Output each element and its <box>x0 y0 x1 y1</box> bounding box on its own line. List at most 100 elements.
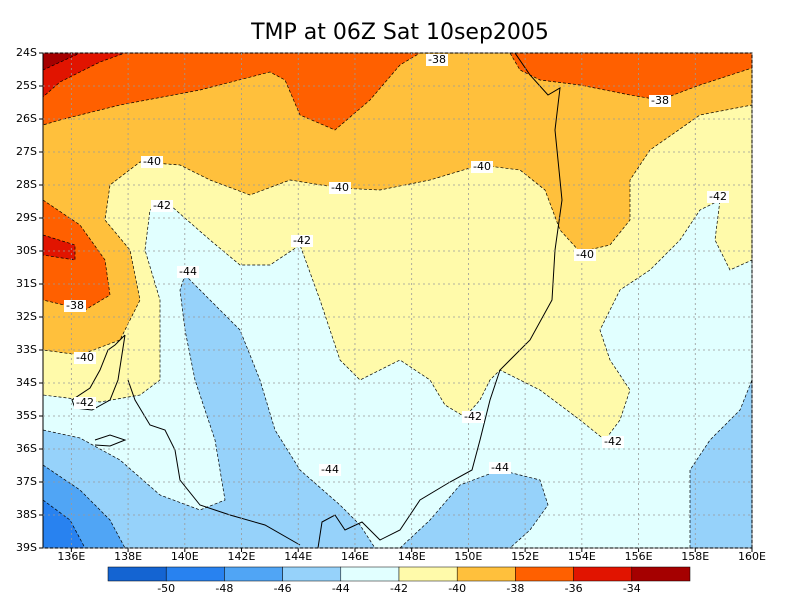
colorbar-box <box>107 566 167 582</box>
colorbar-box <box>165 566 225 582</box>
contour-label: -44 <box>491 461 509 474</box>
colorbar-label: -44 <box>332 582 350 595</box>
y-tick-label: 39S <box>16 541 37 554</box>
contour-label-bg <box>74 352 96 364</box>
colorbar-label: -42 <box>390 582 408 595</box>
contour-label: -38 <box>428 53 446 66</box>
area <box>43 274 376 548</box>
contour-label-bg <box>602 436 624 448</box>
colorbar-label: -48 <box>215 582 233 595</box>
contour-label-bg <box>574 249 596 261</box>
colorbar-box <box>282 566 342 582</box>
colorbar-box <box>340 566 400 582</box>
colorbar-label: -50 <box>157 582 175 595</box>
contour-label: -42 <box>604 435 622 448</box>
contour-label-bg <box>707 191 729 203</box>
contour-label: -40 <box>473 160 491 173</box>
area <box>43 499 86 548</box>
y-tick-label: 35S <box>16 409 37 422</box>
contour-label: -40 <box>331 181 349 194</box>
x-tick-label: 154E <box>568 550 596 563</box>
x-tick-label: 138E <box>114 550 142 563</box>
contour-label-bg <box>151 200 173 212</box>
y-tick-label: 28S <box>16 178 37 191</box>
coastline <box>71 334 126 411</box>
contour-label: -40 <box>576 248 594 261</box>
plot-frame <box>42 52 753 549</box>
area <box>43 199 111 311</box>
x-tick-label: 150E <box>454 550 482 563</box>
contour-label-bg <box>141 156 163 168</box>
y-tick-label: 32S <box>16 310 37 323</box>
x-tick-label: 142E <box>228 550 256 563</box>
y-tick-label: 25S <box>16 79 37 92</box>
area <box>399 469 549 548</box>
contour-label-bg <box>471 161 493 173</box>
contour-label-bg <box>489 462 511 474</box>
contour-label-bg <box>426 54 448 66</box>
contour-label-bg <box>74 397 96 409</box>
colorbar-box <box>398 566 458 582</box>
coastline <box>127 379 301 546</box>
colorbar-box <box>456 566 516 582</box>
area <box>689 379 752 548</box>
x-tick-label: 146E <box>341 550 369 563</box>
area <box>43 234 76 261</box>
x-tick-label: 152E <box>511 550 539 563</box>
colorbar-box <box>573 566 633 582</box>
contour-label: -42 <box>293 234 311 247</box>
y-tick-label: 26S <box>16 112 37 125</box>
area <box>43 53 752 356</box>
contour-label: -44 <box>179 265 197 278</box>
area <box>43 53 421 131</box>
contour-label: -38 <box>66 299 84 312</box>
contour-label-bg <box>329 182 351 194</box>
y-tick-label: 27S <box>16 145 37 158</box>
colorbar-box <box>224 566 283 582</box>
y-tick-label: 33S <box>16 343 37 356</box>
x-tick-label: 136E <box>57 550 85 563</box>
area <box>43 53 126 98</box>
contour-label: -38 <box>651 94 669 107</box>
colorbar-box <box>631 566 691 582</box>
contour-label-bg <box>177 266 199 278</box>
contour-label-bg <box>462 411 484 423</box>
x-tick-label: 156E <box>625 550 653 563</box>
y-tick-label: 34S <box>16 376 37 389</box>
colorbar-label: -34 <box>623 582 641 595</box>
contour-label: -42 <box>76 396 94 409</box>
area <box>43 53 81 71</box>
y-tick-label: 30S <box>16 244 37 257</box>
contour-label: -40 <box>143 155 161 168</box>
contour-label-bg <box>649 95 671 107</box>
contour-label-bg <box>319 464 341 476</box>
coastline <box>94 434 127 447</box>
x-tick-label: 140E <box>171 550 199 563</box>
contour-label: -42 <box>153 199 171 212</box>
y-tick-label: 36S <box>16 442 37 455</box>
colorbar-label: -36 <box>565 582 583 595</box>
colorbar-box <box>515 566 574 582</box>
contour-fill <box>43 53 752 548</box>
y-tick-label: 24S <box>16 46 37 59</box>
x-tick-label: 158E <box>681 550 709 563</box>
y-tick-label: 29S <box>16 211 37 224</box>
x-tick-label: 148E <box>398 550 426 563</box>
y-tick-label: 38S <box>16 508 37 521</box>
contour-label: -40 <box>76 351 94 364</box>
x-tick-label: 144E <box>284 550 312 563</box>
y-tick-label: 37S <box>16 475 37 488</box>
colorbar-label: -38 <box>506 582 524 595</box>
contour-label-bg <box>64 300 86 312</box>
colorbar-label: -40 <box>448 582 466 595</box>
map-title: TMP at 06Z Sat 10sep2005 <box>250 20 549 45</box>
contour-label-bg <box>291 235 313 247</box>
contour-label: -42 <box>464 410 482 423</box>
coastline <box>317 53 563 548</box>
colorbar-label: -46 <box>274 582 292 595</box>
y-tick-label: 31S <box>16 277 37 290</box>
contour-label: -44 <box>321 463 339 476</box>
x-tick-label: 160E <box>738 550 766 563</box>
contour-label: -42 <box>709 190 727 203</box>
